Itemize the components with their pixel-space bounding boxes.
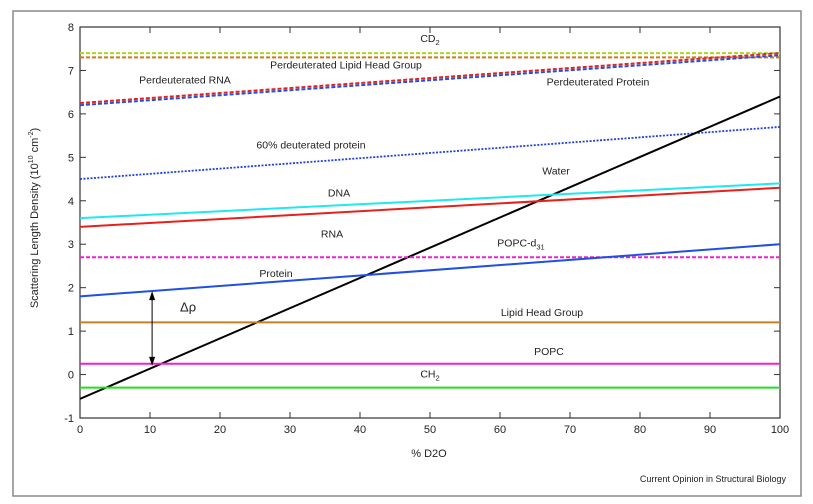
y-tick-label: 6	[68, 109, 74, 121]
x-tick-label: 100	[771, 424, 789, 436]
delta-rho-label: Δρ	[180, 300, 196, 315]
series-label: POPC-d31	[497, 237, 544, 251]
series-label: Lipid Head Group	[501, 307, 583, 319]
x-tick-label: 70	[564, 424, 576, 436]
series-label: POPC	[534, 346, 564, 358]
x-tick-label: 0	[77, 424, 83, 436]
x-tick-label: 60	[494, 424, 506, 436]
x-tick-label: 80	[634, 424, 646, 436]
series-line-perdeuterated-protein	[79, 54, 781, 107]
series-label: DNA	[328, 187, 350, 199]
y-tick-label: 4	[68, 196, 74, 208]
series-label: RNA	[321, 229, 343, 241]
y-tick-label: 1	[68, 326, 74, 338]
x-tick-label: 50	[424, 424, 436, 436]
figure-frame	[12, 10, 802, 497]
series-line-dna	[79, 182, 781, 220]
series-label: Perdeuterated Protein	[547, 77, 650, 89]
x-tick-label: 10	[144, 424, 156, 436]
x-tick-label: 30	[284, 424, 296, 436]
series-label: 60% deuterated protein	[256, 140, 365, 152]
series-label: CD2	[420, 33, 439, 47]
x-tick-label: 40	[354, 424, 366, 436]
y-tick-label: -1	[64, 413, 74, 425]
series-line-protein	[79, 243, 781, 298]
x-tick-label: 20	[214, 424, 226, 436]
credit: Current Opinion in Structural Biology	[640, 474, 787, 484]
y-tick-label: 3	[68, 239, 74, 251]
y-axis-label: Scattering Length Density (1010 cm-2)	[28, 128, 41, 308]
series-label: Perdeuterated RNA	[139, 74, 231, 86]
x-axis-label: % D2O	[411, 448, 447, 460]
x-tick-label: 90	[704, 424, 716, 436]
y-tick-label: 0	[68, 370, 74, 382]
series-label: Perdeuterated Lipid Head Group	[270, 59, 422, 71]
series-line-water	[79, 95, 781, 400]
series-label: Protein	[259, 268, 292, 280]
arrow-head-up	[149, 291, 156, 301]
y-tick-label: 7	[68, 65, 74, 77]
series-line-perdeuterated-rna	[79, 52, 781, 105]
y-tick-label: 8	[68, 22, 74, 34]
series-label: Water	[542, 166, 570, 178]
y-tick-label: 5	[68, 152, 74, 164]
y-tick-label: 2	[68, 283, 74, 295]
series-label: CH2	[420, 369, 439, 383]
series-line-rna	[79, 186, 781, 228]
arrow-head-down	[149, 356, 156, 366]
series-line-60-deuterated-protein	[79, 126, 781, 180]
